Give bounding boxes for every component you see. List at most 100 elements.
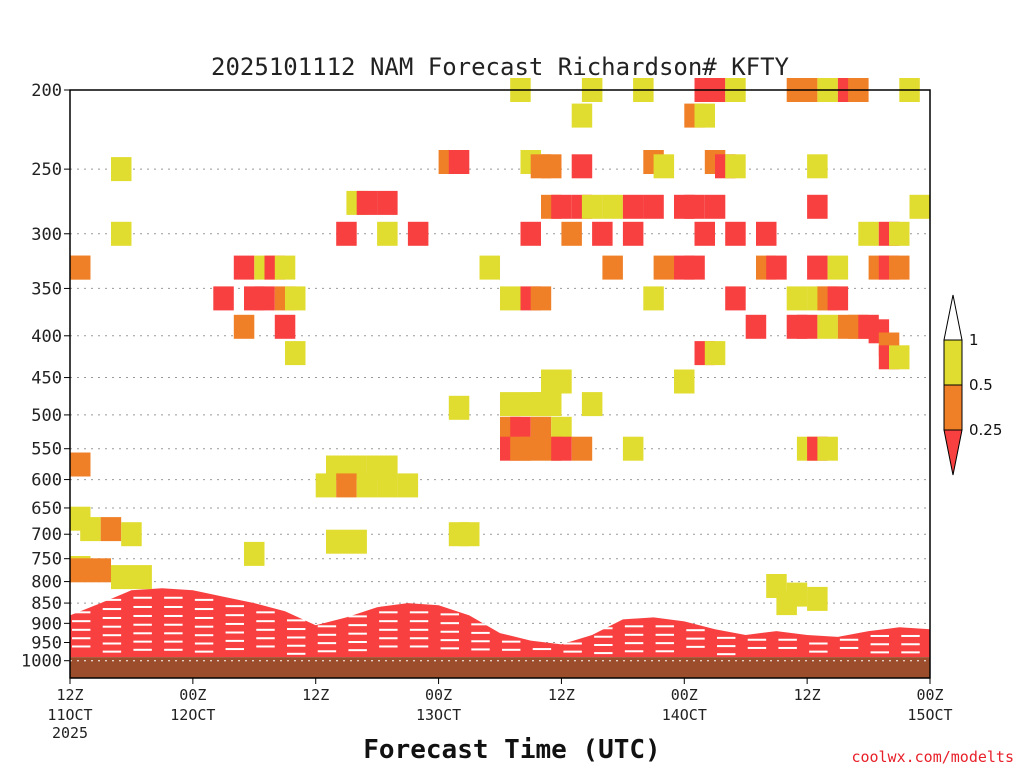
heat-cell — [70, 558, 91, 583]
heat-cell — [581, 194, 603, 219]
heat-cell — [530, 416, 552, 441]
heat-cell — [817, 314, 838, 339]
band-streak — [809, 642, 828, 645]
x-tick-label: 00Z — [425, 686, 452, 704]
heat-cell — [407, 221, 429, 246]
heat-cell — [274, 314, 296, 339]
plot-area — [69, 78, 931, 679]
band-streak — [256, 645, 275, 648]
band-streak — [133, 605, 152, 608]
heat-cell — [479, 255, 500, 280]
band-streak — [563, 650, 582, 653]
colorbar-swatch — [943, 384, 963, 431]
heat-cell — [121, 522, 142, 547]
heat-cell — [889, 345, 910, 370]
band-streak — [102, 625, 122, 628]
heat-cell — [510, 416, 531, 441]
heat-cell — [704, 194, 726, 219]
heat-cell — [756, 221, 777, 246]
band-streak — [778, 646, 797, 649]
band-streak — [164, 614, 183, 617]
x-tick-year: 2025 — [52, 724, 88, 742]
heat-cell — [448, 150, 470, 174]
colorbar-swatch — [943, 339, 963, 386]
y-axis: 200 250 300 350 400 450 500 550 600 650 700 750 8008… — [21, 81, 70, 672]
band-streak — [133, 632, 152, 635]
x-tick-label: 12Z — [302, 686, 329, 704]
band-streak — [747, 638, 767, 641]
heat-cell — [551, 194, 572, 219]
band-streak — [717, 636, 736, 639]
heat-cell — [622, 221, 644, 246]
band-streak — [440, 630, 459, 633]
band-streak — [502, 648, 521, 651]
x-tick-date: 15OCT — [907, 706, 952, 724]
band-streak — [72, 611, 91, 614]
heat-cell — [131, 565, 152, 590]
heat-cell — [827, 286, 849, 311]
heat-cell — [602, 194, 623, 219]
heat-cell — [70, 452, 91, 477]
heat-cell — [725, 286, 746, 311]
band-streak — [348, 641, 367, 644]
heat-cell — [704, 341, 726, 366]
heat-cell — [909, 194, 930, 219]
heat-cell — [776, 591, 797, 616]
band-streak — [655, 642, 674, 645]
heat-cell — [745, 314, 767, 339]
band-streak — [379, 637, 398, 640]
band-streak — [655, 650, 674, 653]
band-streak — [624, 650, 644, 653]
y-tick-label: 300 — [31, 225, 62, 245]
heat-cell — [541, 392, 562, 417]
band-streak — [409, 611, 429, 614]
y-tick-label: 550 — [31, 440, 62, 460]
credit-text: coolwx.com/modelts — [851, 748, 1014, 766]
heat-cell — [889, 255, 910, 280]
band-streak — [317, 633, 337, 636]
band-streak — [72, 628, 91, 631]
heat-cell — [377, 221, 398, 246]
band-streak — [348, 649, 367, 652]
heat-cell — [684, 194, 705, 219]
heat-cell — [653, 255, 675, 280]
heat-cell — [551, 369, 572, 394]
band-streak — [133, 614, 152, 617]
band-streak — [686, 645, 705, 648]
band-streak — [225, 622, 244, 625]
band-streak — [194, 642, 214, 645]
heat-cell — [786, 286, 808, 311]
heat-cell — [807, 255, 828, 280]
heat-cell — [397, 473, 419, 498]
band-streak — [471, 648, 490, 651]
band-streak — [164, 605, 183, 608]
colorbar-swatch — [943, 294, 963, 341]
band-streak — [317, 650, 337, 653]
band-streak — [102, 608, 122, 611]
band-streak — [72, 645, 91, 648]
heat-cell — [520, 221, 541, 246]
band-streak — [164, 632, 183, 635]
band-streak — [532, 648, 552, 651]
heat-cell — [571, 103, 593, 128]
band-streak — [256, 628, 275, 631]
y-tick-label: 950 — [31, 634, 62, 654]
band-streak — [747, 646, 767, 649]
heat-cell — [551, 416, 572, 441]
band-streak — [102, 642, 122, 645]
band-streak — [409, 628, 429, 631]
band-streak — [409, 620, 429, 623]
band-streak — [717, 645, 736, 648]
band-streak — [655, 625, 674, 628]
y-tick-label: 400 — [31, 327, 62, 347]
y-tick-label: 1000 — [21, 652, 62, 672]
heat-cell — [807, 154, 828, 179]
band-streak — [287, 652, 306, 655]
y-tick-label: 750 — [31, 550, 62, 570]
x-tick-label: 12Z — [56, 686, 83, 704]
heat-cell — [90, 558, 111, 583]
band-streak — [379, 645, 398, 648]
band-streak — [594, 627, 613, 630]
heat-cell — [571, 154, 593, 179]
